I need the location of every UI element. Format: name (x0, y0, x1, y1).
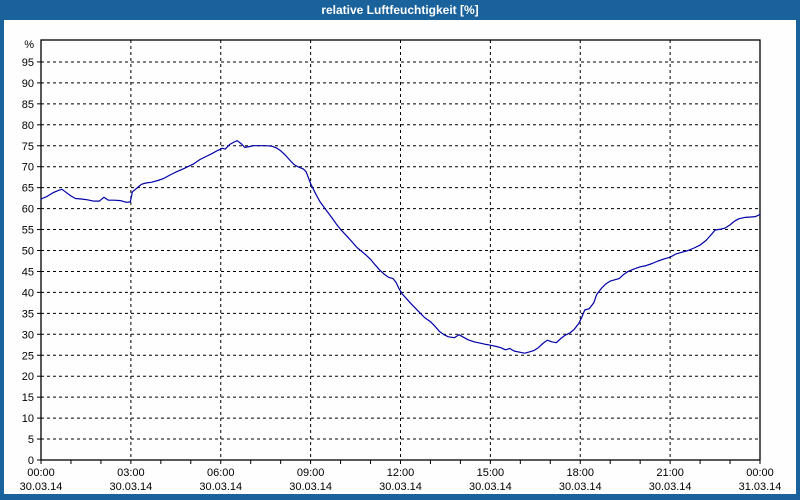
y-axis-unit-label: % (24, 39, 34, 51)
y-tick-label: 15 (22, 392, 34, 404)
y-tick-label: 35 (22, 308, 34, 320)
y-tick-label: 75 (22, 141, 34, 153)
plot-frame (40, 39, 761, 461)
y-tick-label: 45 (22, 266, 34, 278)
x-tick-time-label: 00:00 (27, 467, 55, 479)
y-tick-label: 30 (22, 329, 34, 341)
window-title: relative Luftfeuchtigkeit [%] (321, 3, 479, 17)
x-tick-time-label: 12:00 (387, 467, 415, 479)
x-tick-date-label: 30.03.14 (199, 481, 242, 493)
x-tick-time-label: 00:00 (746, 467, 774, 479)
y-tick-label: 0 (28, 455, 34, 467)
chart-panel: 0 5 10 15 20 25 30 35 40 45 50 55 60 65 70 75 80 85 90 95% 0… (4, 20, 796, 494)
y-tick-label: 10 (22, 413, 34, 425)
x-tick-time-label: 15:00 (477, 467, 505, 479)
y-tick-label: 85 (22, 99, 34, 111)
x-tick-date-label: 30.03.14 (109, 481, 152, 493)
humidity-line-chart: 0 5 10 15 20 25 30 35 40 45 50 55 60 65 70 75 80 85 90 95% 0… (20, 39, 782, 493)
x-tick-time-label: 21:00 (656, 467, 684, 479)
y-tick-label: 90 (22, 78, 34, 90)
x-tick-date-label: 30.03.14 (649, 481, 692, 493)
x-tick-date-label: 30.03.14 (559, 481, 602, 493)
y-tick-label: 5 (28, 434, 34, 446)
y-tick-label: 55 (22, 225, 34, 237)
x-tick-date-label: 30.03.14 (289, 481, 332, 493)
y-tick-label: 65 (22, 183, 34, 195)
x-tick-time-label: 09:00 (297, 467, 325, 479)
y-tick-label: 70 (22, 162, 34, 174)
y-tick-label: 60 (22, 204, 34, 216)
x-tick-date-label: 31.03.14 (739, 481, 782, 493)
x-tick-date-label: 30.03.14 (379, 481, 422, 493)
x-tick-time-label: 06:00 (207, 467, 235, 479)
x-tick-date-label: 30.03.14 (20, 481, 63, 493)
title-bar: relative Luftfeuchtigkeit [%] (0, 0, 800, 20)
y-tick-label: 40 (22, 287, 34, 299)
y-tick-label: 50 (22, 246, 34, 258)
y-tick-label: 20 (22, 371, 34, 383)
x-tick-date-label: 30.03.14 (469, 481, 512, 493)
y-tick-label: 25 (22, 350, 34, 362)
y-tick-label: 95 (22, 57, 34, 69)
humidity-series-line (40, 140, 761, 354)
x-tick-time-label: 03:00 (117, 467, 145, 479)
x-tick-time-label: 18:00 (566, 467, 594, 479)
y-tick-label: 80 (22, 120, 34, 132)
